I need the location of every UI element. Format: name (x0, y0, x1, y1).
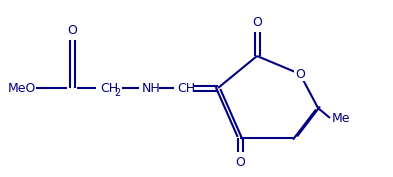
Text: O: O (67, 24, 77, 36)
Text: CH: CH (100, 81, 118, 95)
Text: Me: Me (332, 112, 351, 124)
Text: O: O (295, 67, 305, 81)
Text: MeO: MeO (8, 81, 37, 95)
Text: NH: NH (142, 81, 161, 95)
Text: CH: CH (177, 81, 195, 95)
Text: O: O (235, 156, 245, 169)
Text: 2: 2 (114, 88, 120, 98)
Text: O: O (252, 16, 262, 28)
